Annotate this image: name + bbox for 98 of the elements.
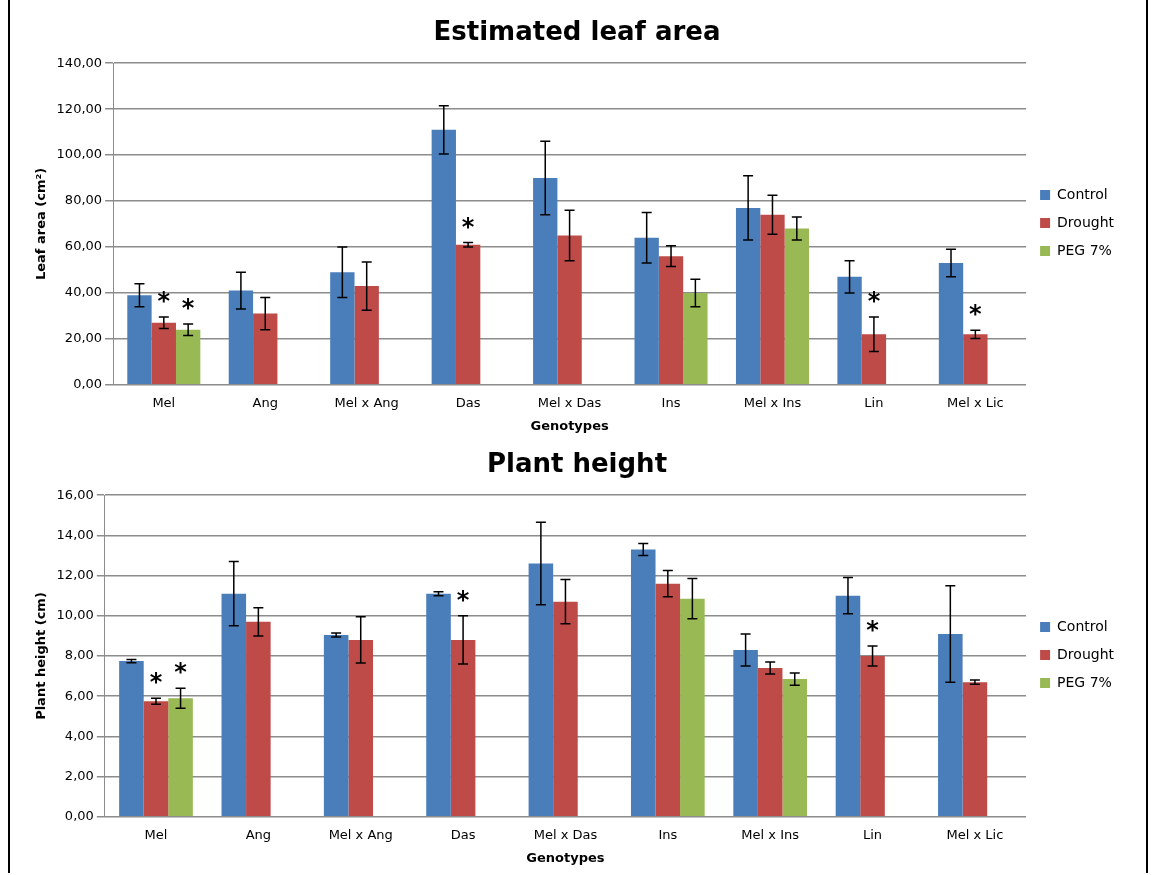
y-tick-label: 140,00 [56,54,103,70]
bar [557,235,582,385]
annotation: * [174,658,188,687]
x-tick-label: Ang [252,394,278,410]
y-tick-label: 4,00 [64,727,94,743]
bar [757,668,783,817]
bar [175,329,201,385]
bar [963,334,988,385]
y-tick-label: 80,00 [64,192,103,208]
x-tick-label: Mel x Ins [741,826,800,842]
x-tick-label: Mel x Das [533,826,598,842]
bar [533,178,558,385]
bar [119,661,144,817]
bar [634,237,659,385]
y-tick-label: 0,00 [73,376,103,392]
bar [962,682,988,817]
bar [860,656,885,817]
bar [431,129,456,385]
x-tick-label: Lin [864,394,884,410]
x-tick-label: Ang [245,826,272,842]
annotation: * [867,287,881,316]
bar [630,549,656,817]
legend-label: PEG 7% [1057,673,1112,690]
bar [143,701,169,817]
bar [861,334,887,385]
bar [228,290,254,385]
bar [330,272,355,385]
annotation: * [461,212,475,241]
y-tick-label: 20,00 [64,330,103,346]
y-tick-label: 60,00 [64,238,103,254]
legend-label: Drought [1057,213,1115,230]
x-tick-label: Ins [661,394,681,410]
legend-label: Drought [1057,645,1115,662]
x-axis-title: Genotypes [530,417,609,433]
x-tick-label: Mel x Ins [743,394,802,410]
x-tick-label: Ins [658,826,678,842]
y-tick-label: 2,00 [64,767,94,783]
bar [553,601,578,817]
x-tick-label: Mel x Ang [328,826,393,842]
chart-title: Estimated leaf area [433,16,721,47]
x-tick-label: Mel x Lic [946,394,1004,410]
bar [733,649,758,817]
x-tick-label: Mel x Lic [946,826,1004,842]
annotation: * [969,300,983,329]
y-tick-label: 8,00 [64,647,94,663]
bar [253,313,278,385]
y-tick-label: 12,00 [56,566,94,582]
x-tick-label: Mel x Das [537,394,602,410]
bar [455,244,481,385]
bar [246,621,271,817]
x-tick-label: Das [455,394,481,410]
bar [782,679,808,817]
bar [735,207,761,385]
y-tick-label: 16,00 [56,486,94,502]
legend-label: PEG 7% [1057,241,1112,258]
bar [835,595,861,817]
annotation: * [149,668,163,697]
annotation: * [866,616,880,645]
bar [127,295,152,385]
annotation: * [456,586,470,615]
bar [760,214,785,385]
x-tick-label: Mel [144,826,168,842]
bar [658,256,684,385]
bar [323,634,349,817]
chart-title: Plant height [486,448,668,479]
y-tick-label: 40,00 [64,284,103,300]
y-tick-label: 120,00 [56,100,103,116]
x-tick-label: Lin [862,826,883,842]
bar [354,286,379,385]
bar [221,593,247,817]
annotation: * [157,287,171,316]
x-tick-label: Das [450,826,476,842]
bar [655,583,681,817]
legend-label: Control [1057,617,1108,634]
bar [151,322,176,385]
y-tick-label: 100,00 [56,146,103,162]
bar [837,276,862,385]
bar [938,633,963,817]
x-axis-title: Genotypes [526,849,605,865]
bar [348,639,374,817]
bar [683,292,708,385]
legend-label: Control [1057,185,1108,202]
y-tick-label: 6,00 [64,687,94,703]
y-tick-label: 14,00 [56,526,94,542]
y-tick-label: 0,00 [64,808,94,824]
bar [450,639,476,817]
bar [168,698,193,817]
y-axis-title: Leaf area (cm²) [33,167,49,281]
y-tick-label: 10,00 [56,607,94,623]
x-tick-label: Mel [152,394,176,410]
bar [784,228,809,385]
bar [680,598,705,817]
bar [938,263,964,385]
x-tick-label: Mel x Ang [334,394,399,410]
y-axis-title: Plant height (cm) [33,592,49,720]
bar [528,563,554,817]
bar [426,593,451,817]
annotation: * [181,294,195,323]
